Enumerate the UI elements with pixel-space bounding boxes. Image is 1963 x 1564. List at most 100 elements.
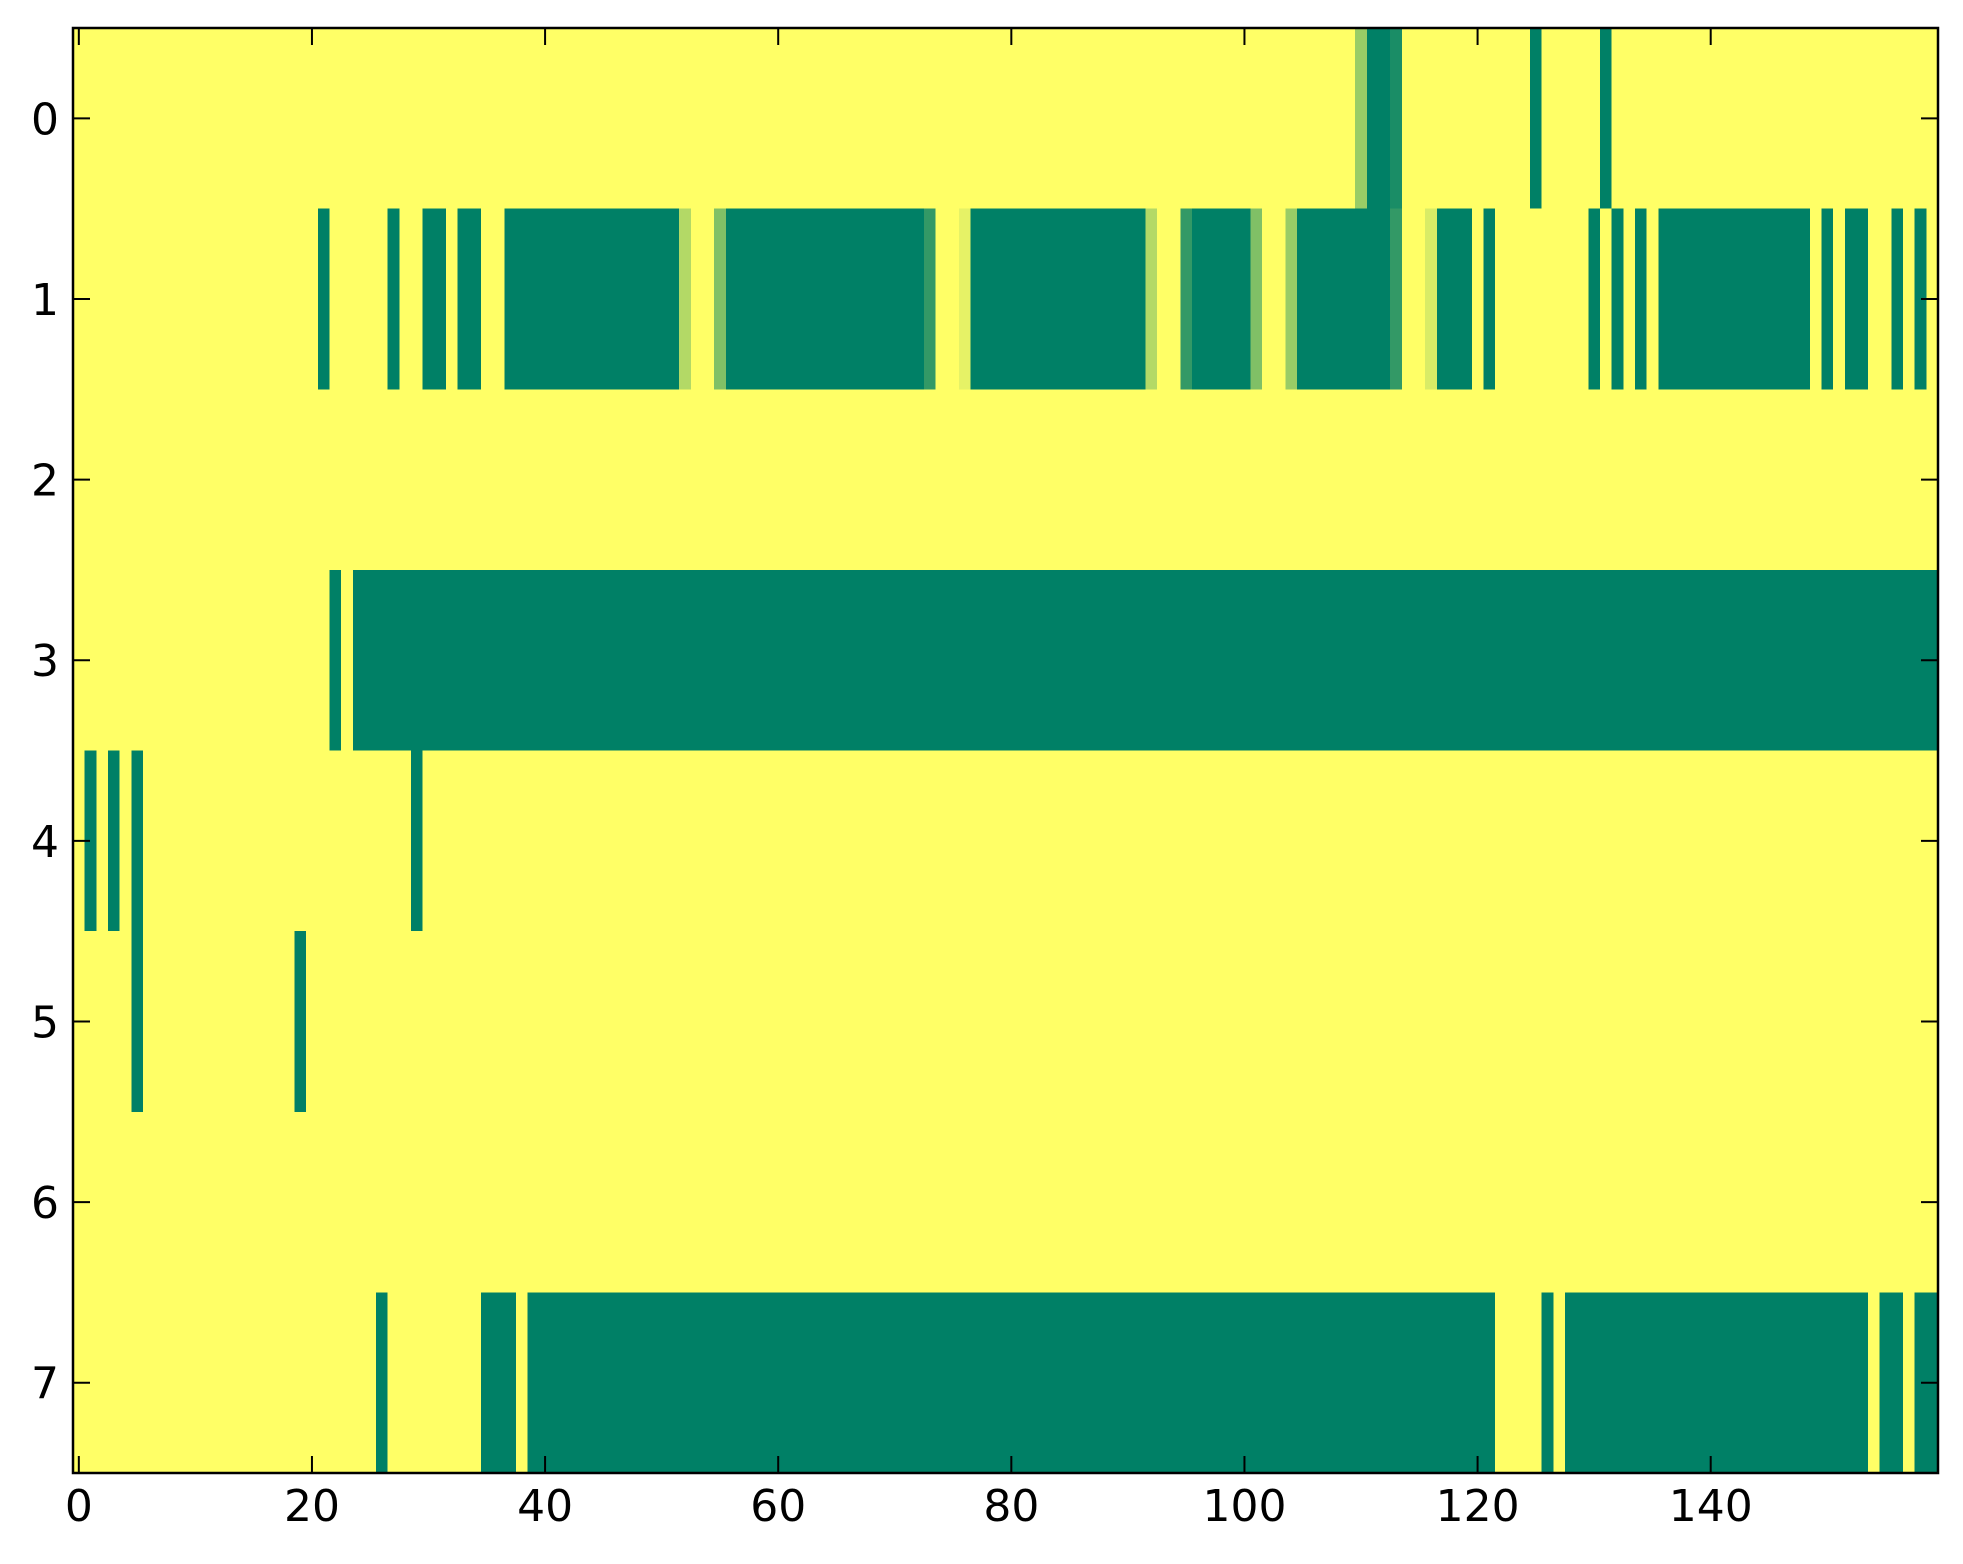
cell — [562, 931, 575, 1113]
cell — [259, 569, 272, 752]
cell — [982, 208, 995, 390]
cell — [655, 208, 669, 390]
cell — [201, 931, 214, 1113]
cell — [970, 931, 983, 1113]
cell — [1285, 569, 1298, 752]
cell — [620, 1292, 634, 1474]
cell — [1203, 569, 1216, 752]
cell — [1425, 1111, 1438, 1293]
cell — [224, 1111, 237, 1293]
cell — [1646, 389, 1659, 571]
cell — [1669, 1292, 1683, 1474]
cell — [1681, 389, 1694, 571]
cell — [1273, 931, 1286, 1113]
cell — [1238, 1111, 1251, 1293]
cell — [1203, 1111, 1216, 1293]
cell — [912, 569, 925, 752]
cell — [772, 1111, 785, 1293]
cell — [294, 1292, 307, 1474]
cell — [1343, 569, 1356, 752]
cell — [1005, 1292, 1018, 1474]
cell — [620, 750, 634, 932]
cell — [784, 389, 797, 571]
cell — [1122, 1111, 1135, 1293]
cell — [434, 569, 447, 752]
cell — [1856, 389, 1869, 571]
cell — [1809, 208, 1823, 390]
cell — [1623, 931, 1636, 1113]
cell — [865, 1111, 878, 1293]
cell — [422, 28, 435, 210]
cell — [912, 208, 925, 390]
cell — [1203, 389, 1216, 571]
cell — [411, 931, 424, 1113]
cell — [212, 1111, 226, 1293]
cell — [364, 28, 377, 210]
cell — [387, 1111, 400, 1293]
cell — [1903, 750, 1916, 932]
cell — [1087, 569, 1100, 752]
cell — [539, 28, 552, 210]
cell — [1833, 931, 1846, 1113]
cell — [1565, 389, 1578, 571]
cell — [993, 389, 1007, 571]
cell — [341, 389, 354, 571]
cell — [1261, 208, 1275, 390]
cell — [1425, 750, 1438, 932]
cell — [387, 208, 400, 390]
cell — [1506, 931, 1519, 1113]
cell — [795, 569, 808, 752]
cell — [1658, 750, 1671, 932]
cell — [690, 1292, 704, 1474]
cell — [1028, 1111, 1042, 1293]
cell — [1320, 208, 1333, 390]
cell — [1110, 931, 1123, 1113]
cell — [819, 208, 832, 390]
cell — [271, 389, 284, 571]
cell — [667, 750, 680, 932]
cell — [1821, 750, 1834, 932]
cell — [842, 750, 855, 932]
cell — [667, 931, 680, 1113]
cell — [1553, 1292, 1566, 1474]
cell — [1168, 931, 1181, 1113]
cell — [1157, 28, 1170, 210]
cell — [1704, 1111, 1718, 1293]
cell — [1693, 931, 1706, 1113]
cell — [1786, 931, 1799, 1113]
cell — [480, 28, 494, 210]
cell — [958, 750, 972, 932]
cell — [177, 569, 191, 752]
cell — [1786, 28, 1799, 210]
cell — [912, 931, 925, 1113]
cell — [1914, 1111, 1927, 1293]
cell — [1716, 389, 1729, 571]
cell — [142, 1292, 156, 1474]
cell — [1098, 208, 1112, 390]
cell — [982, 389, 995, 571]
cell — [749, 569, 762, 752]
cell — [1063, 389, 1077, 571]
cell — [1040, 208, 1053, 390]
cell — [527, 1111, 540, 1293]
cell — [1320, 931, 1333, 1113]
cell — [947, 28, 960, 210]
cell — [1087, 208, 1100, 390]
cell — [96, 1292, 109, 1474]
cell — [1192, 750, 1205, 932]
cell — [422, 1292, 435, 1474]
cell — [993, 1111, 1007, 1293]
cell — [1879, 389, 1892, 571]
cell — [376, 931, 389, 1113]
cell — [411, 28, 424, 210]
cell — [539, 1111, 552, 1293]
cell — [970, 569, 983, 752]
cell — [1891, 28, 1904, 210]
cell — [84, 28, 97, 210]
cell — [469, 389, 482, 571]
cell — [900, 750, 913, 932]
cell — [1261, 1111, 1275, 1293]
cell — [912, 1111, 925, 1293]
cell — [853, 28, 867, 210]
cell — [784, 28, 797, 210]
